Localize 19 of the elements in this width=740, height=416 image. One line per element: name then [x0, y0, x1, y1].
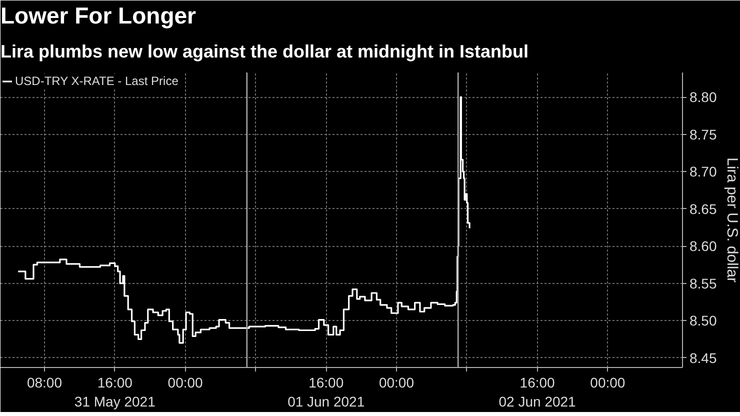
x-tick-label: 16:00 31 May 2021	[74, 374, 156, 410]
x-tick-label: 00:00	[378, 374, 414, 390]
x-tick-label: 00:00	[590, 374, 626, 390]
chart-subtitle: Lira plumbs new low against the dollar at midnight in Istanbul	[0, 42, 529, 62]
y-axis-title: Lira per U.S. dollar	[724, 157, 740, 283]
y-tick-label: 8.50	[690, 312, 717, 329]
y-tick-label: 8.80	[690, 89, 717, 106]
y-tick-label: 8.55	[690, 275, 717, 292]
y-tick-label: 8.60	[690, 238, 717, 254]
x-tick-label: 16:00 01 Jun 2021	[288, 374, 365, 410]
chart-title: Lower For Longer	[0, 2, 196, 28]
y-tick-label: 8.45	[690, 350, 717, 366]
y-tick-label: 8.75	[690, 126, 717, 142]
y-tick-label: 8.65	[690, 200, 717, 217]
legend-label: USD-TRY X-RATE - Last Price	[15, 74, 178, 88]
y-tick-label: 8.70	[690, 164, 717, 180]
x-tick-label: 00:00	[168, 374, 204, 390]
x-tick-label: 16:00 02 Jun 2021	[498, 374, 576, 410]
x-tick-label: 08:00	[26, 374, 62, 390]
